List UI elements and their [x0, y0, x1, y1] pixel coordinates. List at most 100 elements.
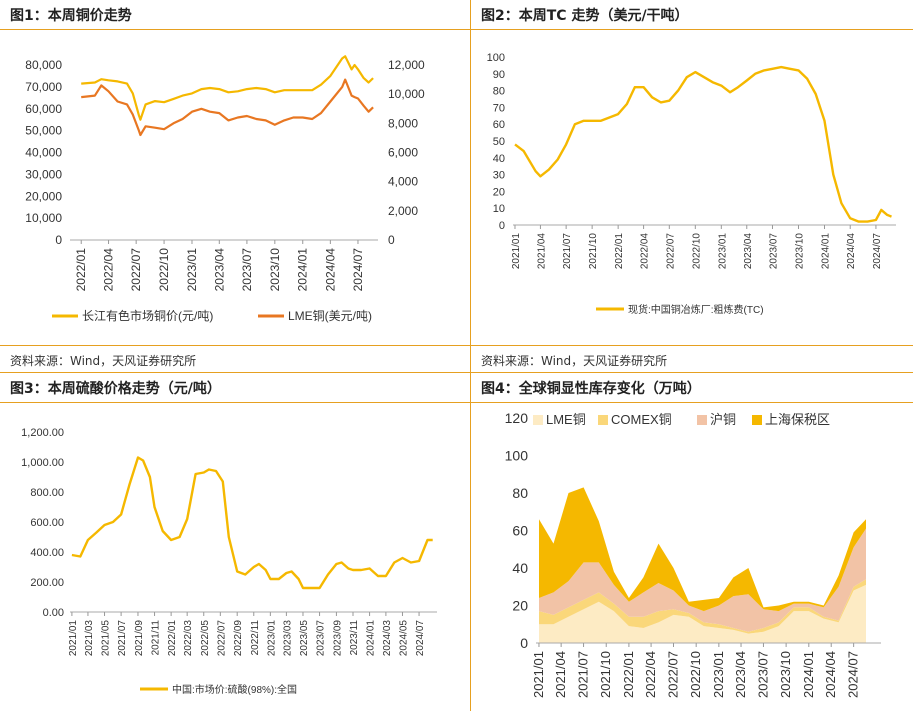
divider [471, 345, 913, 346]
x-tick-label: 2023/01 [717, 233, 728, 270]
y-tick-label: 80 [512, 485, 528, 501]
series-line [514, 65, 892, 223]
x-tick-label: 2024/04 [323, 248, 337, 292]
y-tick-label: 0.00 [43, 607, 64, 619]
y-left-tick-label: 60,000 [25, 102, 62, 116]
chart-title: 图4：全球铜显性库存变化（万吨） [481, 381, 701, 397]
y-left-tick-label: 30,000 [25, 167, 62, 181]
series-line [81, 55, 374, 121]
legend-swatch [598, 415, 608, 425]
panel-sulfuric-acid: 图3：本周硫酸价格走势（元/吨） 0.00 200.00 400.00 600.00 8… [0, 373, 470, 711]
y-right-tick-label: 8,000 [388, 116, 418, 130]
y-left-tick-label: 80,000 [25, 58, 62, 72]
vertical-divider [470, 0, 471, 711]
x-tick-label: 2021/07 [576, 651, 591, 698]
x-tick-label: 2024/04 [846, 233, 857, 270]
x-tick-label: 2023/01 [185, 248, 199, 292]
source-note: 资料来源：Wind，天风证券研究所 [481, 354, 668, 368]
x-tick-label: 2024/07 [872, 233, 883, 270]
x-tick-label: 2022/09 [233, 620, 244, 657]
x-tick-label: 2022/07 [666, 651, 681, 698]
legend-label: LME铜 [546, 412, 586, 427]
x-tick-label: 2022/10 [157, 248, 171, 292]
x-tick-label: 2023/01 [266, 620, 277, 657]
x-tick-label: 2021/07 [562, 233, 573, 270]
y-left-tick-label: 50,000 [25, 124, 62, 138]
legend-label: 现货:中国铜冶炼厂:粗炼费(TC) [628, 303, 764, 316]
y-tick-label: 0 [520, 635, 528, 651]
y-tick-label: 40 [512, 560, 528, 576]
series-line [81, 78, 374, 137]
x-tick-label: 2022/10 [688, 651, 703, 698]
x-tick-label: 2023/07 [240, 248, 254, 292]
legend-label: 沪铜 [710, 412, 736, 427]
panel-tc: 图2：本周TC 走势（美元/干吨） 0 10 20 30 40 50 60 70 80 90 100… [471, 0, 913, 345]
x-tick-label: 2022/07 [216, 620, 227, 657]
y-tick-label: 100 [487, 52, 505, 64]
x-tick-label: 2023/11 [349, 620, 360, 656]
y-right-tick-label: 2,000 [388, 204, 418, 218]
source-note: 资料来源：Wind，天风证券研究所 [10, 354, 197, 368]
x-tick-label: 2022/04 [102, 248, 116, 292]
x-tick-label: 2024/01 [801, 651, 816, 698]
inventory-chart: 0 20 40 60 80 100 120 2021/01 2021/04 2021/07 2021… [505, 410, 881, 698]
chart-title: 图3：本周硫酸价格走势（元/吨） [10, 381, 221, 397]
x-tick-label: 2024/01 [366, 620, 377, 657]
x-tick-label: 2023/10 [268, 248, 282, 292]
x-tick-label: 2024/07 [846, 651, 861, 698]
x-tick-label: 2024/05 [398, 620, 409, 657]
x-tick-label: 2022/01 [614, 233, 625, 270]
chart-title: 图2：本周TC 走势（美元/干吨） [481, 8, 689, 24]
stacked-area [539, 584, 866, 643]
x-tick-label: 2021/01 [511, 233, 522, 270]
y-tick-label: 50 [493, 136, 505, 148]
x-tick-label: 2022/07 [129, 248, 143, 292]
x-tick-label: 2022/11 [250, 620, 261, 656]
x-tick-label: 2024/04 [823, 651, 838, 698]
legend-label: 中国:市场价:硫酸(98%):全国 [172, 683, 297, 696]
x-tick-label: 2023/07 [768, 233, 779, 270]
x-tick-label: 2021/10 [588, 233, 599, 270]
y-tick-label: 20 [512, 598, 528, 614]
y-tick-label: 70 [493, 102, 505, 114]
legend-label: 长江有色市场铜价(元/吨) [82, 308, 213, 323]
title-underline [471, 29, 913, 30]
x-tick-label: 2022/03 [183, 620, 194, 657]
y-tick-label: 40 [493, 153, 505, 165]
x-tick-label: 2022/05 [200, 620, 211, 657]
divider [0, 345, 470, 346]
x-tick-label: 2021/04 [536, 233, 547, 270]
y-tick-label: 100 [505, 448, 529, 464]
x-tick-label: 2021/05 [101, 620, 112, 657]
x-tick-label: 2023/07 [755, 651, 770, 698]
x-tick-label: 2024/01 [820, 233, 831, 270]
y-tick-label: 1,200.00 [21, 427, 64, 439]
chart-title: 图1：本周铜价走势 [10, 8, 132, 24]
y-tick-label: 60 [512, 523, 528, 539]
x-tick-label: 2023/09 [332, 620, 343, 657]
x-tick-label: 2023/07 [316, 620, 327, 657]
x-tick-label: 2022/01 [621, 651, 636, 698]
x-tick-label: 2023/04 [743, 233, 754, 270]
x-tick-label: 2021/01 [531, 651, 546, 698]
x-tick-label: 2024/07 [415, 620, 426, 657]
x-tick-label: 2021/01 [68, 620, 79, 657]
x-tick-label: 2021/09 [134, 620, 145, 657]
series-line [71, 456, 433, 590]
y-right-tick-label: 4,000 [388, 175, 418, 189]
x-tick-label: 2022/07 [665, 233, 676, 270]
y-tick-label: 800.00 [30, 487, 64, 499]
x-tick-label: 2023/10 [778, 651, 793, 698]
y-tick-label: 80 [493, 86, 505, 98]
legend-swatch [752, 415, 762, 425]
panel-inventory: 图4：全球铜显性库存变化（万吨） 0 20 40 60 80 100 120 2021/01 2… [471, 373, 913, 711]
title-underline [471, 402, 913, 403]
y-right-tick-label: 0 [388, 233, 395, 247]
x-tick-label: 2023/05 [299, 620, 310, 657]
title-underline [0, 402, 470, 403]
x-tick-label: 2023/04 [212, 248, 226, 292]
x-tick-label: 2023/01 [711, 651, 726, 698]
x-tick-label: 2021/03 [84, 620, 95, 657]
y-left-tick-label: 0 [55, 233, 62, 247]
sulfuric-acid-chart: 0.00 200.00 400.00 600.00 800.00 1,000.00 1,20… [21, 427, 437, 696]
